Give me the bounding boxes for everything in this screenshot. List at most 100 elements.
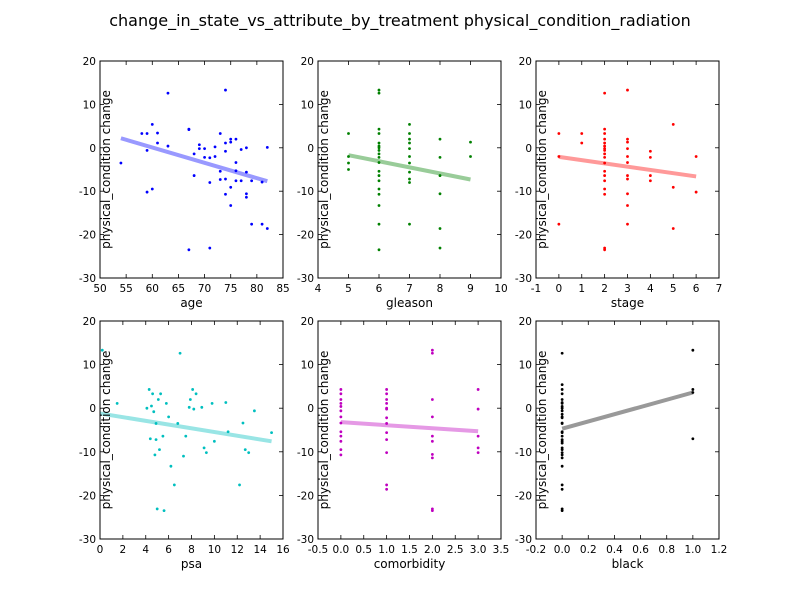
data-point (115, 402, 119, 405)
data-point (671, 122, 675, 126)
data-point (603, 132, 607, 135)
x-tick-label: 5 (345, 283, 352, 295)
data-point (560, 416, 564, 420)
data-point (385, 451, 389, 455)
subplot-grid: 50 55 60 65 70 75 80 85-30-20-1001020agephysica… (79, 56, 728, 571)
data-point (385, 407, 389, 411)
data-point (560, 351, 564, 355)
data-point (438, 137, 442, 141)
data-point (626, 88, 629, 92)
y-tick-label: -30 (297, 273, 314, 285)
y-axis-label: physical_condition change (535, 90, 549, 249)
y-tick-label: 20 (519, 56, 532, 68)
data-point (208, 181, 212, 184)
data-point (166, 144, 170, 148)
data-point (408, 122, 411, 126)
y-axis-label: physical_condition change (99, 351, 113, 510)
data-point (408, 170, 411, 174)
x-tick-label: 3.0 (470, 544, 487, 556)
data-point (430, 398, 434, 401)
data-point (603, 174, 607, 177)
data-point (476, 451, 480, 455)
data-point (560, 388, 564, 391)
x-tick-label: 1 (578, 283, 585, 295)
y-tick-label: -10 (79, 186, 96, 198)
data-point (159, 392, 163, 396)
data-point (377, 91, 381, 95)
data-point (339, 392, 343, 396)
trend-line (340, 420, 479, 434)
data-point (191, 388, 195, 391)
data-point (430, 415, 434, 419)
x-tick-label: 10 (494, 283, 507, 295)
data-point (224, 141, 227, 145)
x-tick-label: 1.0 (378, 544, 395, 556)
axes-frame (535, 320, 720, 540)
data-point (438, 227, 442, 230)
data-point (580, 141, 584, 145)
data-point (339, 439, 343, 443)
data-point (229, 137, 233, 141)
data-point (377, 192, 381, 196)
y-tick-label: 0 (89, 143, 96, 155)
data-point (147, 388, 151, 391)
x-tick-label: 3.5 (493, 544, 510, 556)
data-point (438, 155, 442, 159)
data-point (560, 422, 564, 425)
data-point (245, 170, 248, 174)
data-point (408, 141, 411, 145)
data-point (339, 398, 343, 401)
data-point (408, 177, 411, 181)
x-tick-label: 1.2 (711, 544, 728, 556)
data-point (140, 132, 144, 135)
data-point (603, 192, 607, 196)
data-point (145, 132, 149, 135)
data-point (250, 222, 254, 226)
x-tick-label: 75 (224, 283, 237, 295)
data-point (377, 161, 381, 164)
y-tick-label: 10 (83, 99, 96, 111)
data-point (476, 434, 480, 438)
data-point (430, 453, 434, 456)
data-point (218, 132, 222, 135)
data-point (377, 132, 381, 135)
x-tick-label: 5 (670, 283, 677, 295)
data-point (241, 421, 245, 425)
y-axis-label: physical_condition change (535, 351, 549, 510)
data-point (385, 431, 389, 435)
x-tick-label: 14 (253, 544, 267, 556)
subplot-psa: 0 2 4 6 8 10 12 14 16 -30 -20 -10 0 10 20 psa physical_c… (79, 316, 290, 571)
data-point (385, 388, 389, 391)
y-tick-label: 0 (525, 143, 532, 155)
y-axis-label: physical_condition change (317, 90, 331, 249)
data-point (224, 192, 227, 196)
x-tick-label: 1.0 (685, 544, 702, 556)
data-point (178, 351, 182, 355)
data-point (603, 127, 607, 131)
data-point (408, 147, 411, 151)
x-tick-label: 6 (165, 544, 172, 556)
data-point (119, 161, 123, 165)
data-point (691, 391, 695, 394)
data-point (430, 439, 434, 443)
data-point (377, 146, 381, 150)
y-tick-label: -20 (297, 230, 314, 242)
data-point (603, 91, 607, 95)
data-point (385, 483, 389, 487)
data-point (158, 448, 161, 452)
data-point (226, 430, 230, 434)
data-point (438, 192, 442, 196)
data-point (603, 152, 607, 156)
data-point (270, 431, 273, 435)
data-point (385, 402, 389, 405)
x-tick-label: 80 (250, 283, 263, 295)
x-tick-label: 4 (142, 544, 149, 556)
y-tick-label: 20 (83, 316, 96, 328)
data-point (210, 402, 214, 405)
data-point (213, 145, 217, 149)
data-point (339, 421, 343, 425)
data-point (476, 407, 480, 411)
x-axis-label: black (612, 557, 644, 571)
x-tick-label: 0.8 (658, 544, 675, 556)
data-point (203, 155, 206, 159)
